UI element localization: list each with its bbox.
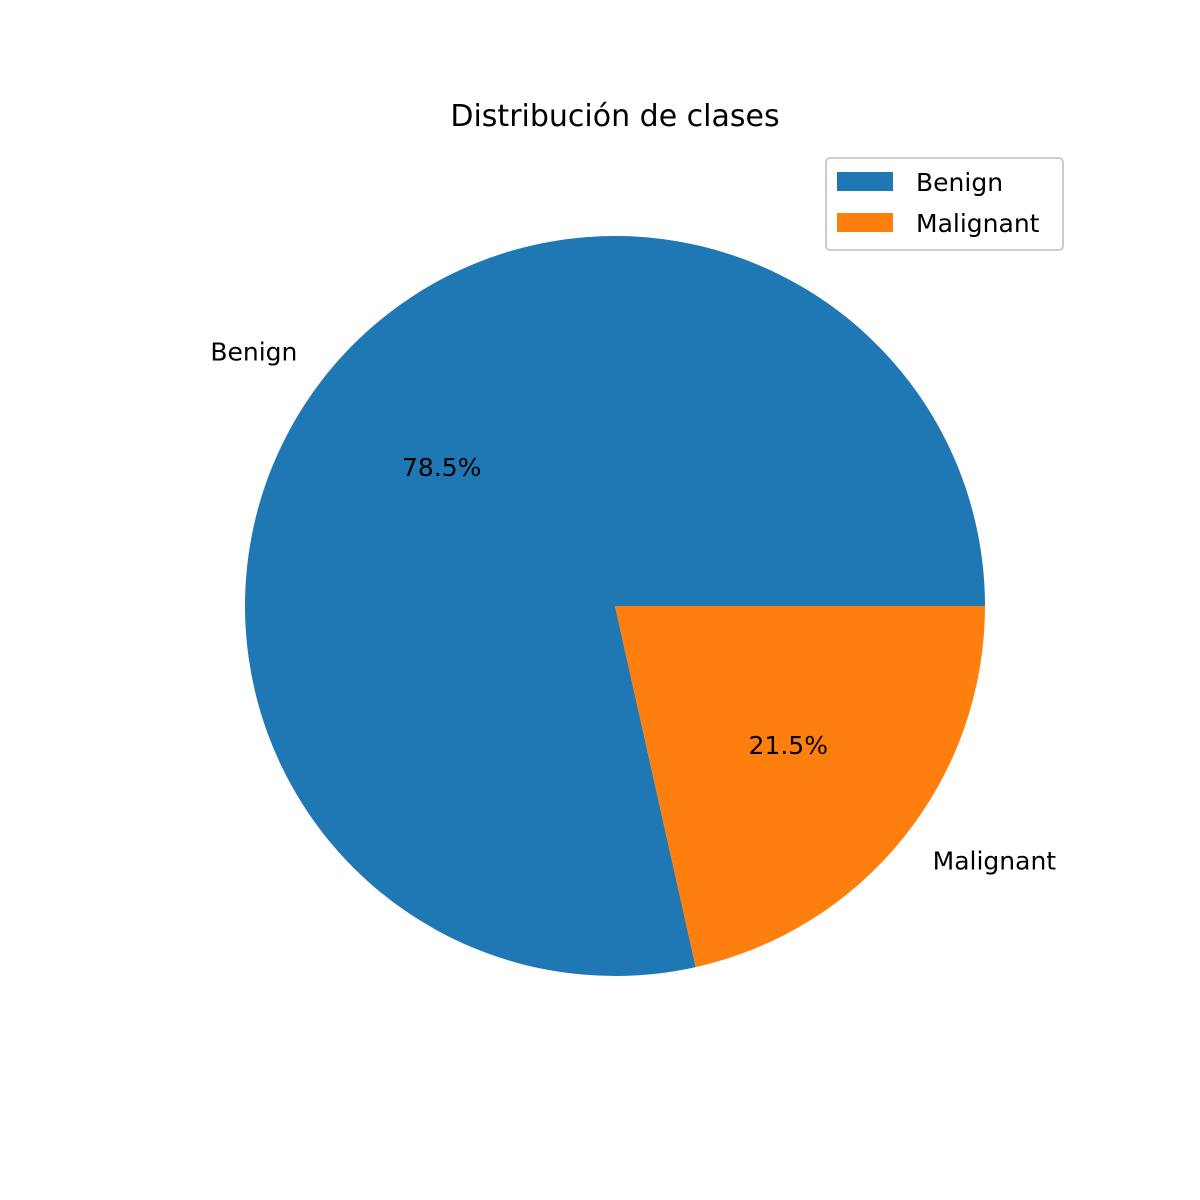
legend: Benign Malignant [825,157,1064,251]
pie-slice-malignant [615,606,986,968]
legend-label-benign: Benign [916,168,1003,197]
slice-label-malignant: Malignant [933,846,1057,875]
slice-percent-malignant: 21.5% [749,731,828,760]
legend-swatch-benign [837,172,893,191]
pie-slices [245,236,986,977]
chart-title: Distribución de clases [450,99,779,134]
legend-label-malignant: Malignant [916,209,1040,238]
pie-labels: Benign 78.5% Malignant 21.5% [210,338,1056,876]
slice-label-benign: Benign [210,338,297,367]
pie-slice-benign [245,236,985,977]
legend-swatch-malignant [837,213,893,232]
slice-percent-benign: 78.5% [402,453,481,482]
